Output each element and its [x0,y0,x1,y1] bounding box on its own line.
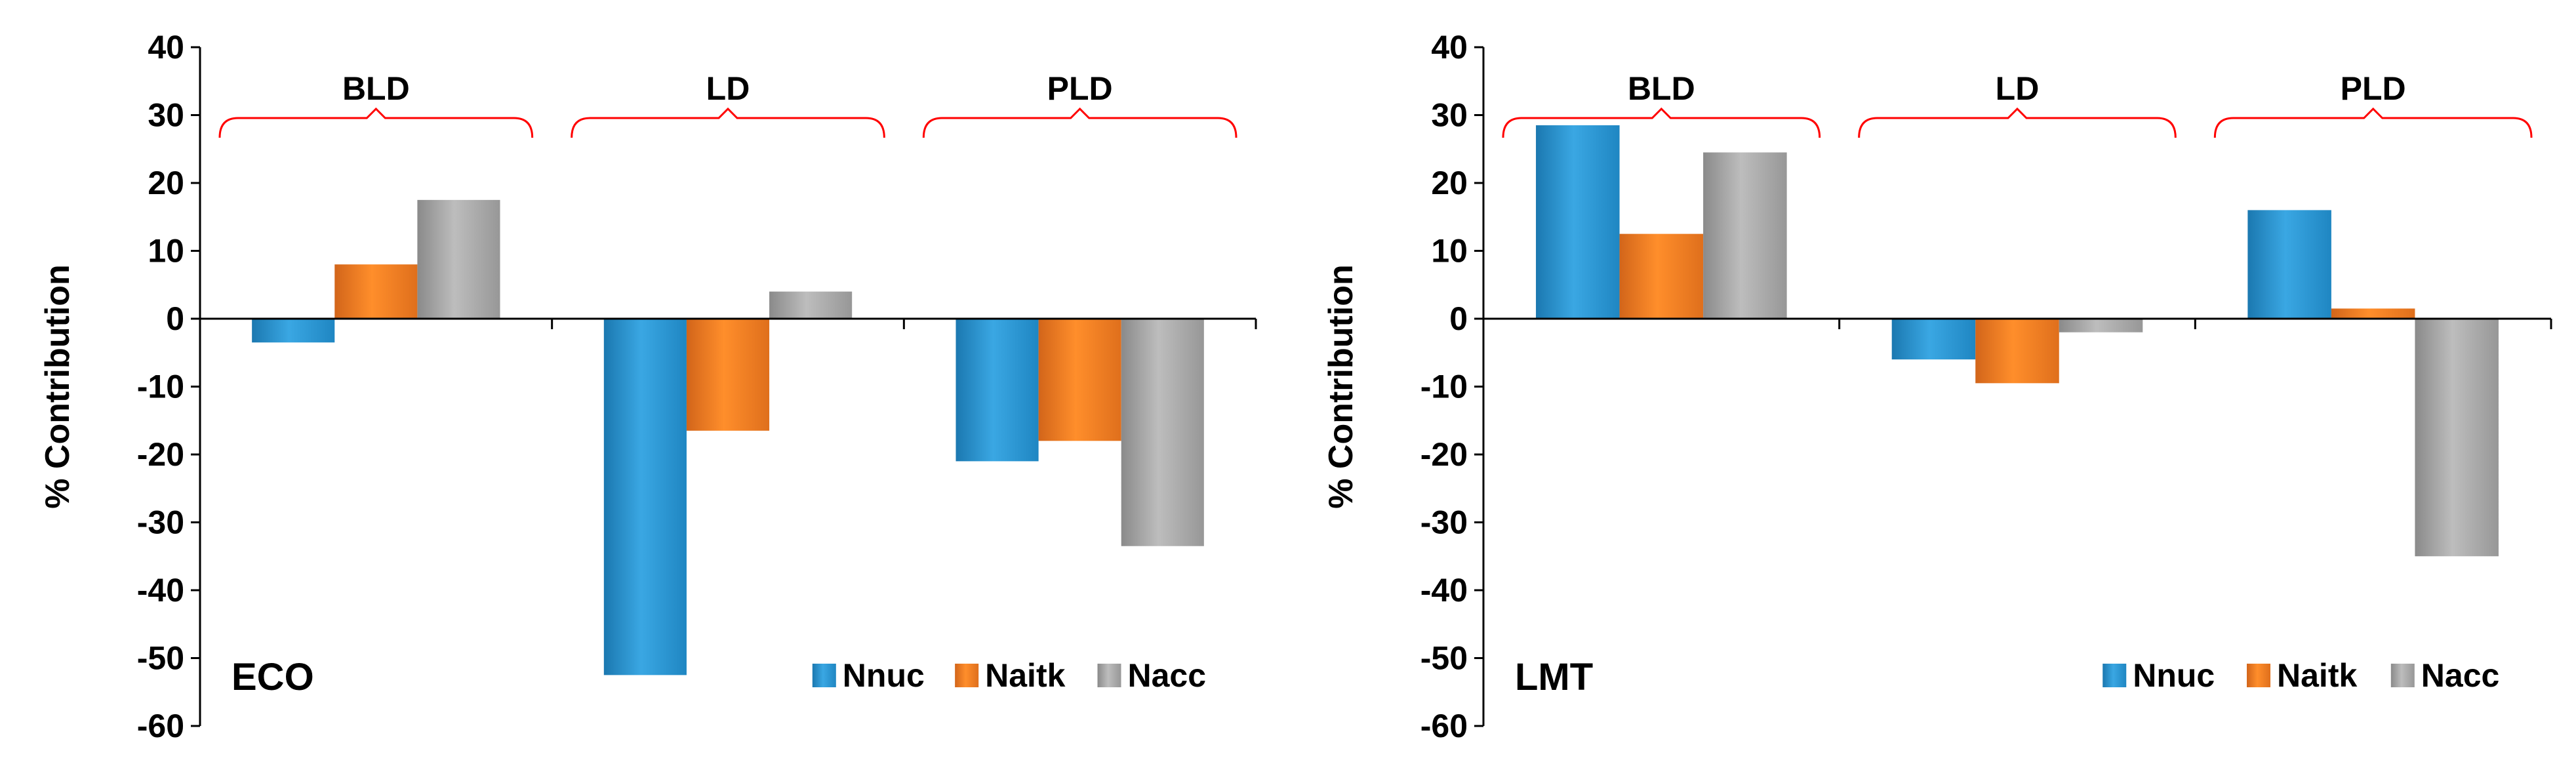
bar-nnuc-ld [1891,319,1976,360]
category-label-ld: LD [1996,70,2040,107]
bar-naitk-ld [1975,319,2059,384]
y-tick-label: 30 [148,97,184,134]
y-tick-label: -50 [1420,640,1468,677]
y-tick-label: 0 [166,300,184,337]
category-bracket-bld [1502,107,1821,138]
legend-swatch-naitk [955,664,979,687]
panel-label: ECO [231,656,314,698]
y-tick-label: 20 [148,165,184,201]
y-tick-label: 20 [1431,165,1468,201]
bar-naitk-bld [1619,233,1704,319]
bar-nnuc-ld [603,319,687,675]
y-tick-label: -30 [1420,504,1468,541]
bar-naitk-pld [2331,308,2415,319]
y-tick-label: -10 [1420,369,1468,405]
legend-swatch-nnuc [812,664,836,687]
bar-nnuc-bld [252,319,335,343]
bar-nnuc-pld [2247,210,2331,319]
category-bracket-bld [218,107,534,138]
y-tick-label: 40 [148,29,184,66]
y-tick-label: -60 [1420,708,1468,744]
legend-swatch-nnuc [2103,664,2127,687]
bar-nacc-ld [2059,319,2143,332]
panel-label: LMT [1515,656,1593,698]
y-tick-label: -40 [137,572,184,609]
legend-swatch-nacc [1097,664,1121,687]
bar-nacc-ld [769,291,853,319]
bar-nacc-bld [1703,152,1787,319]
legend-label-nacc: Nacc [1128,657,1207,694]
category-label-pld: PLD [2341,70,2406,107]
y-tick-label: -20 [1420,436,1468,473]
y-tick-label: 0 [1449,300,1468,337]
legend-label-naitk: Naitk [985,657,1065,694]
bar-nacc-pld [2415,319,2499,557]
legend-label-nnuc: Nnuc [843,657,925,694]
y-tick-label: -10 [137,369,184,405]
y-tick-label: -30 [137,504,184,541]
bar-nnuc-pld [956,319,1039,462]
category-label-bld: BLD [1628,70,1695,107]
legend-label-nnuc: Nnuc [2133,657,2215,694]
y-tick-label: -40 [1420,572,1468,609]
y-tick-label: -60 [137,708,184,744]
bar-nacc-bld [417,199,500,319]
legend-swatch-naitk [2247,664,2271,687]
category-label-ld: LD [706,70,750,107]
y-tick-label: 40 [1431,29,1468,66]
bar-nacc-pld [1121,319,1204,546]
category-label-bld: BLD [342,70,410,107]
y-axis-label: % Contribution [1322,264,1360,509]
y-tick-label: -50 [137,640,184,677]
category-bracket-pld [2213,107,2533,138]
bar-naitk-bld [334,264,418,319]
category-bracket-ld [1858,107,2177,138]
bar-nnuc-bld [1536,125,1620,319]
legend-label-naitk: Naitk [2277,657,2357,694]
bar-naitk-ld [686,319,770,431]
y-axis-label: % Contribution [39,264,77,509]
category-label-pld: PLD [1047,70,1113,107]
y-tick-label: 10 [1431,233,1468,270]
legend-label-nacc: Nacc [2421,657,2500,694]
bar-naitk-pld [1038,319,1121,441]
category-bracket-ld [571,107,885,138]
y-tick-label: -20 [137,436,184,473]
legend-swatch-nacc [2390,664,2415,687]
y-tick-label: 10 [148,233,184,270]
y-tick-label: 30 [1431,97,1468,134]
category-bracket-pld [922,107,1238,138]
